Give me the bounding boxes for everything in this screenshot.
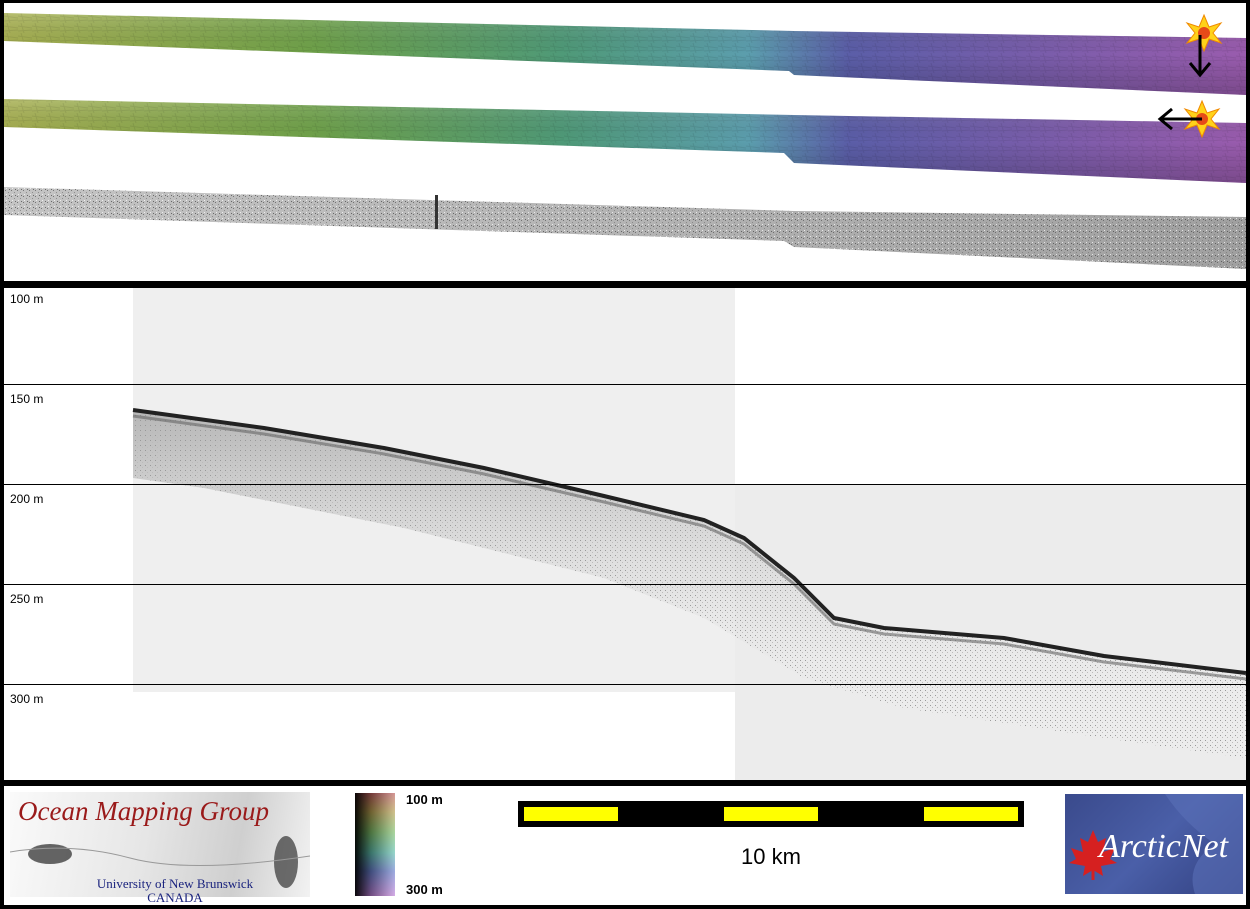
omg-logo-title: Ocean Mapping Group xyxy=(18,796,269,826)
depth-label-250: 250 m xyxy=(10,592,44,606)
swath-panel xyxy=(4,3,1246,281)
omg-logo-university: University of New Brunswick xyxy=(96,876,254,891)
depth-gridline xyxy=(4,484,1246,485)
profile-svg xyxy=(132,288,1246,780)
seabed-reflector xyxy=(132,408,1246,675)
arcticnet-map-graphic xyxy=(1069,794,1243,894)
ocean-mapping-group-logo: Ocean Mapping Group University of New Br… xyxy=(10,792,310,905)
scale-bar-segment xyxy=(724,807,818,821)
depth-label-150: 150 m xyxy=(10,392,44,406)
depth-label-200: 200 m xyxy=(10,492,44,506)
arcticnet-logo: ArcticNet xyxy=(1065,794,1243,894)
depth-gridline xyxy=(4,584,1246,585)
backscatter-artifact xyxy=(435,195,438,229)
backscatter-swath xyxy=(4,187,1246,269)
legend-footer: Ocean Mapping Group University of New Br… xyxy=(4,786,1246,905)
scale-bar xyxy=(518,801,1024,827)
omg-logo-graphic xyxy=(10,836,310,888)
colorbar-top-label: 100 m xyxy=(406,792,443,807)
depth-label-300: 300 m xyxy=(10,692,44,706)
subbottom-profile-panel: 100 m 150 m 200 m 250 m 300 m xyxy=(4,288,1246,780)
bathymetry-swath-1 xyxy=(4,13,1246,95)
arrow-left-icon xyxy=(1157,107,1202,131)
scale-bar-segment xyxy=(924,807,1018,821)
depth-label-100: 100 m xyxy=(10,292,44,306)
swath-svg xyxy=(4,13,1246,269)
depth-colorbar-shading xyxy=(355,793,395,896)
scale-bar-label: 10 km xyxy=(741,844,801,869)
depth-gridline xyxy=(4,384,1246,385)
maple-leaf-icon xyxy=(1069,830,1117,880)
arrow-down-icon xyxy=(1188,35,1212,78)
depth-gridline xyxy=(4,684,1246,685)
bathymetry-swath-2 xyxy=(4,99,1246,183)
colorbar-bottom-label: 300 m xyxy=(406,882,443,897)
arcticnet-logo-text: ArcticNet xyxy=(1099,828,1229,865)
scale-bar-segment xyxy=(524,807,618,821)
omg-logo-country: CANADA xyxy=(147,890,203,905)
